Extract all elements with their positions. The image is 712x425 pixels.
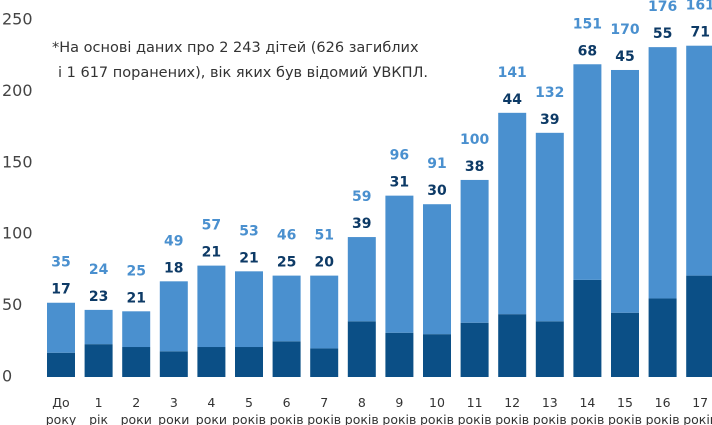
bar-segment [686,275,712,377]
x-tick-label: 12 років [495,395,529,425]
bar-segment [347,237,376,322]
x-tick-label: До року [46,395,77,425]
value-label: 161 [686,0,712,14]
value-label: 170 [610,22,639,38]
bar-segment [122,347,151,377]
bar-segment [648,47,677,299]
value-label: 31 [390,175,409,191]
value-label: 21 [239,250,258,266]
x-tick-label: 5 років [232,395,266,425]
y-tick-label: 200 [2,81,33,100]
bar-segment [197,265,226,348]
x-tick-label: 1 рік [89,395,108,425]
x-tick-label: 2 роки [121,395,152,425]
bar-segment [235,347,263,377]
value-label: 25 [277,255,296,271]
y-tick-label: 100 [2,224,33,243]
bar-segment [573,279,602,377]
bar-segment [310,275,339,349]
bar-segment [498,112,527,315]
bar-segment [460,179,489,323]
x-tick-label: 14 років [570,395,604,425]
y-tick-label: 250 [2,10,33,29]
bar-segment [159,281,188,352]
bar-segment [47,302,75,353]
x-tick-label: 11 років [458,395,492,425]
value-label: 45 [615,49,634,65]
value-label: 55 [653,26,672,42]
value-label: 91 [427,156,446,172]
value-label: 21 [202,245,221,261]
y-tick-label: 150 [2,152,33,171]
y-tick-label: 0 [2,367,12,386]
bar-segment [385,332,414,377]
value-label: 151 [573,16,602,32]
x-tick-label: 8 років [345,395,379,425]
bar-segment [272,341,301,377]
bar-segment [84,309,113,345]
bar-segment [235,271,263,348]
value-label: 25 [126,263,145,279]
bar-segment [310,348,339,377]
value-label: 24 [89,262,109,278]
annotation: і 1 617 поранених), вік яких був відомий… [58,65,428,81]
x-tick-label: 9 років [382,395,416,425]
bar-segment [84,344,113,377]
value-label: 44 [502,92,522,108]
value-label: 51 [314,228,333,244]
value-label: 68 [578,43,597,59]
value-label: 20 [314,255,334,271]
value-label: 46 [277,228,296,244]
bar-segment [648,298,677,377]
bar-segment [122,311,151,348]
x-tick-label: 4 роки [196,395,227,425]
value-label: 17 [51,282,70,298]
value-label: 176 [648,0,677,15]
bar-segment [47,352,75,377]
value-label: 71 [690,25,709,41]
value-label: 59 [352,189,371,205]
value-label: 38 [465,159,484,175]
bar-segment [535,132,564,322]
x-tick-label: 15 років [608,395,642,425]
bar-segment [460,322,489,377]
bar-segment [498,314,527,377]
x-tick-label: 10 років [420,395,454,425]
bar-segment [385,195,414,333]
value-label: 141 [498,65,527,81]
bar-segment [197,347,226,377]
y-tick-label: 50 [2,295,22,314]
value-label: 100 [460,132,489,148]
value-label: 21 [126,290,145,306]
value-label: 39 [352,216,371,232]
bar-segment [347,321,376,377]
bar-segment [611,312,639,377]
value-label: 57 [202,218,221,234]
value-label: 35 [51,255,70,271]
value-label: 132 [535,85,564,101]
value-label: 96 [390,148,409,164]
x-tick-label: 7 років [307,395,341,425]
bar-segment [272,275,301,342]
bar-segment [573,64,602,280]
bar-segment [423,204,451,335]
annotation: *На основі даних про 2 243 дітей (626 за… [52,40,419,56]
bar-segment [159,351,188,377]
x-tick-label: 13 років [533,395,567,425]
value-label: 39 [540,112,559,128]
value-label: 53 [239,223,258,239]
value-label: 30 [427,183,447,199]
x-tick-label: 3 роки [158,395,189,425]
value-label: 49 [164,233,183,249]
value-label: 23 [89,289,108,305]
x-tick-label: 16 років [646,395,680,425]
bar-segment [686,45,712,276]
x-tick-label: 6 років [270,395,304,425]
bar-segment [535,321,564,377]
bar-segment [611,69,639,313]
bar-segment [423,334,451,377]
value-label: 18 [164,260,183,276]
